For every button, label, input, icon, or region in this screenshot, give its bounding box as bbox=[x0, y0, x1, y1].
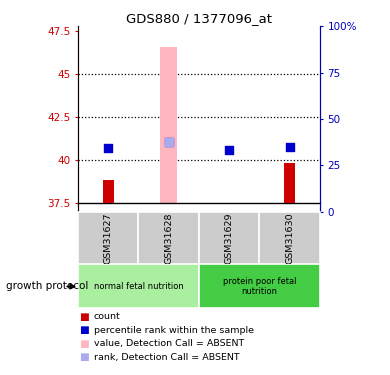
Bar bbox=[259, 212, 320, 264]
Text: percentile rank within the sample: percentile rank within the sample bbox=[94, 326, 254, 335]
Bar bbox=[199, 264, 320, 308]
Text: GSM31630: GSM31630 bbox=[285, 212, 294, 264]
Text: normal fetal nutrition: normal fetal nutrition bbox=[94, 282, 183, 291]
Text: GSM31629: GSM31629 bbox=[225, 212, 234, 264]
Text: ■: ■ bbox=[79, 312, 89, 322]
Text: ■: ■ bbox=[79, 352, 89, 362]
Point bbox=[166, 139, 172, 145]
Bar bbox=[284, 163, 295, 203]
Text: ■: ■ bbox=[79, 339, 89, 349]
Bar bbox=[138, 212, 199, 264]
Point bbox=[226, 147, 232, 153]
Bar bbox=[199, 212, 259, 264]
Bar bbox=[78, 212, 138, 264]
Text: count: count bbox=[94, 312, 121, 321]
Bar bbox=[78, 264, 199, 308]
Text: growth protocol: growth protocol bbox=[6, 281, 88, 291]
Text: GSM31628: GSM31628 bbox=[164, 212, 173, 264]
Point bbox=[105, 145, 112, 151]
Bar bbox=[103, 180, 113, 203]
Point bbox=[287, 144, 293, 150]
Text: ■: ■ bbox=[79, 326, 89, 335]
Text: GSM31627: GSM31627 bbox=[104, 212, 113, 264]
Text: value, Detection Call = ABSENT: value, Detection Call = ABSENT bbox=[94, 339, 244, 348]
Point bbox=[166, 139, 172, 145]
Text: rank, Detection Call = ABSENT: rank, Detection Call = ABSENT bbox=[94, 353, 239, 362]
Title: GDS880 / 1377096_at: GDS880 / 1377096_at bbox=[126, 12, 272, 25]
Text: protein poor fetal
nutrition: protein poor fetal nutrition bbox=[223, 277, 296, 296]
Bar bbox=[160, 47, 177, 203]
